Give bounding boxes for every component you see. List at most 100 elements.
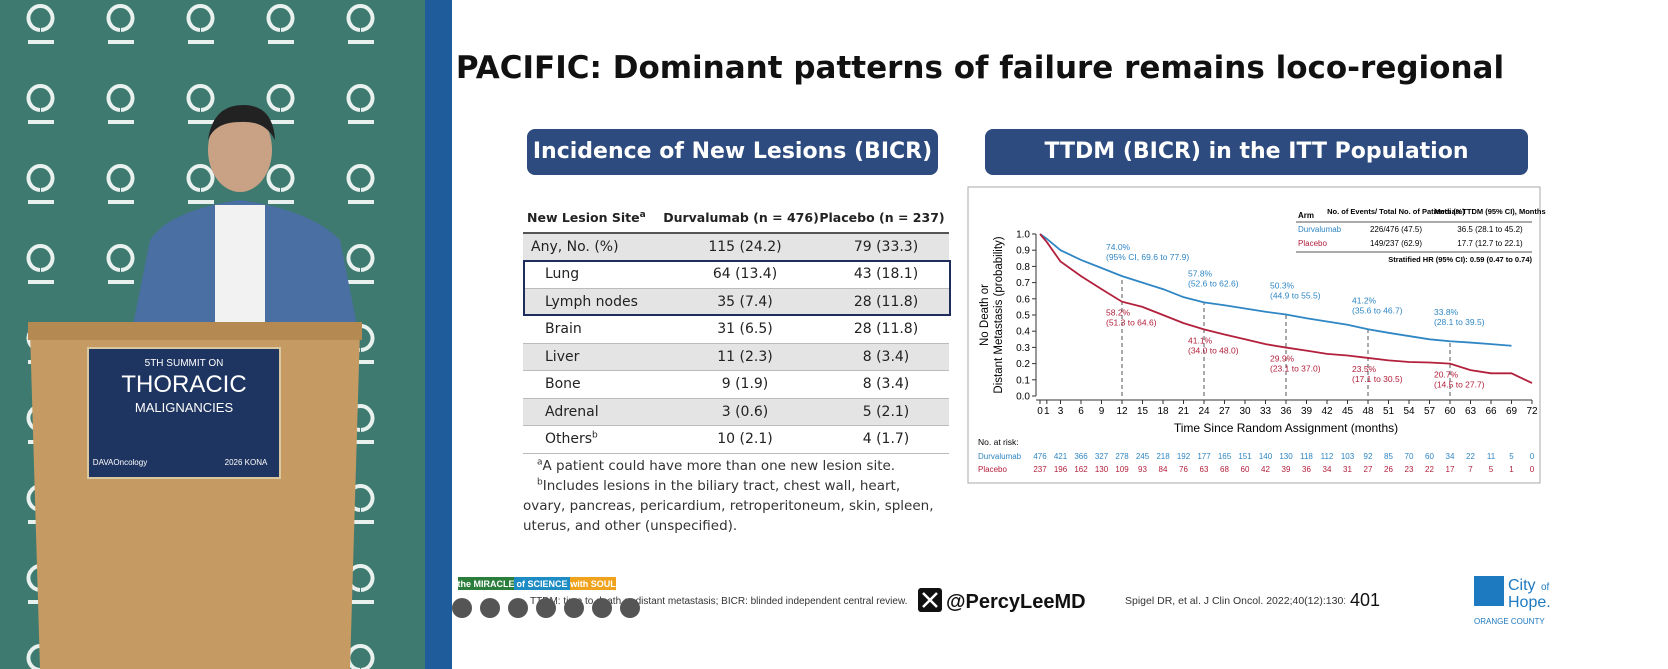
y-tick-label: 0.5 xyxy=(1016,311,1030,322)
podium-line: THORACIC xyxy=(121,371,246,398)
lesion-table: New Lesion Sitea Durvalumab (n = 476) Pl… xyxy=(523,205,951,454)
at-risk-count: 0 xyxy=(1530,465,1535,474)
table-cell: Liver xyxy=(523,344,667,371)
at-risk-name: Placebo xyxy=(978,465,1007,474)
y-tick-label: 0.1 xyxy=(1016,375,1030,386)
annotation: 29.9% xyxy=(1270,354,1295,364)
podium-event: 2026 KONA xyxy=(225,458,268,467)
table-cell: 28 (11.8) xyxy=(823,316,949,343)
annotation: (14.5 to 27.7) xyxy=(1434,380,1485,390)
at-risk-count: 39 xyxy=(1282,465,1291,474)
at-risk-count: 60 xyxy=(1241,465,1250,474)
y-tick-label: 0.9 xyxy=(1016,246,1030,257)
x-tick-label: 36 xyxy=(1280,406,1292,417)
header-cell: Durvalumab (n = 476) xyxy=(663,210,819,225)
table-cell: 64 (13.4) xyxy=(667,261,823,288)
control-button[interactable] xyxy=(452,598,472,618)
at-risk-count: 7 xyxy=(1468,465,1473,474)
note-text: Includes lesions in the biliary tract, c… xyxy=(523,478,934,534)
inset-cell: 226/476 (47.5) xyxy=(1370,225,1422,234)
x-tick-label: 3 xyxy=(1058,406,1064,417)
annotation: (52.6 to 62.6) xyxy=(1188,278,1239,288)
cell-text: Brain xyxy=(545,321,582,337)
cell-text: 10 (2.1) xyxy=(717,431,773,447)
x-tick-label: 54 xyxy=(1403,406,1415,417)
at-risk-count: 140 xyxy=(1259,452,1273,461)
x-tick-label: 63 xyxy=(1465,406,1477,417)
y-axis-label: Distant Metastasis (probability) xyxy=(993,236,1005,393)
cell-text: 64 (13.4) xyxy=(712,266,778,282)
table-cell: Brain xyxy=(523,316,667,343)
at-risk-count: 84 xyxy=(1159,465,1168,474)
footnote: aA patient could have more than one new … xyxy=(523,456,943,476)
km-curve xyxy=(1039,233,1512,347)
at-risk-count: 5 xyxy=(1509,452,1514,461)
x-tick-label: 18 xyxy=(1157,406,1169,417)
podium-line: MALIGNANCIES xyxy=(135,400,234,415)
x-tick-label: 60 xyxy=(1444,406,1456,417)
table-cell: 10 (2.1) xyxy=(667,426,823,453)
cell-text: 28 (11.8) xyxy=(853,293,919,310)
annotation: (28.1 to 39.5) xyxy=(1434,317,1485,327)
podium-line: 5TH SUMMIT ON xyxy=(145,358,224,369)
x-tick-label: 21 xyxy=(1178,406,1190,417)
table-cell: Lung xyxy=(523,261,667,288)
panel-title: Incidence of New Lesions (BICR) xyxy=(527,129,938,175)
at-risk-count: 93 xyxy=(1138,465,1147,474)
table-cell: Othersb xyxy=(523,426,667,453)
at-risk-name: Durvalumab xyxy=(978,452,1022,461)
cell-text: Any, No. (%) xyxy=(531,238,619,255)
at-risk-count: 27 xyxy=(1364,465,1373,474)
annotation: 57.8% xyxy=(1188,268,1213,278)
x-tick-label: 9 xyxy=(1099,406,1105,417)
at-risk-count: 476 xyxy=(1033,452,1047,461)
at-risk-count: 92 xyxy=(1364,452,1373,461)
at-risk-count: 26 xyxy=(1384,465,1393,474)
annotation: 58.2% xyxy=(1106,308,1131,318)
table-cell: 5 (2.1) xyxy=(823,399,949,426)
table-cell: 9 (1.9) xyxy=(667,371,823,398)
header-cell: Placebo (n = 237) xyxy=(819,210,945,225)
x-tick-label: 48 xyxy=(1362,406,1374,417)
table-cell: 4 (1.7) xyxy=(823,426,949,453)
at-risk-count: 5 xyxy=(1489,465,1494,474)
table-cell: 43 (18.1) xyxy=(823,261,949,288)
at-risk-count: 17 xyxy=(1446,465,1455,474)
km-curve xyxy=(1039,233,1533,384)
control-button[interactable] xyxy=(592,598,612,618)
cell-text: 28 (11.8) xyxy=(853,321,919,337)
x-tick-label: 51 xyxy=(1383,406,1395,417)
table-cell: 11 (2.3) xyxy=(667,344,823,371)
inset-header: No. of Events/ Total No. of Patients (%) xyxy=(1327,207,1465,216)
at-risk-count: 76 xyxy=(1179,465,1188,474)
control-button[interactable] xyxy=(536,598,556,618)
at-risk-count: 245 xyxy=(1136,452,1150,461)
cell-text: 79 (33.3) xyxy=(853,238,919,255)
footnotes: aA patient could have more than one new … xyxy=(523,456,943,536)
cell-text: Lung xyxy=(545,266,580,282)
note-mark: a xyxy=(639,209,646,220)
control-button[interactable] xyxy=(564,598,584,618)
x-tick-label: 24 xyxy=(1198,406,1210,417)
table-body: Any, No. (%) 115 (24.2) 79 (33.3) Lung 64 (1… xyxy=(523,233,949,454)
y-axis-label: No Death or xyxy=(979,284,991,346)
at-risk-count: 31 xyxy=(1343,465,1352,474)
note-text: A patient could have more than one new l… xyxy=(542,458,896,474)
table-row: Othersb 10 (2.1) 4 (1.7) xyxy=(523,426,949,454)
note-mark: b xyxy=(537,477,543,488)
cell-text: Liver xyxy=(545,348,580,365)
annotation: (17.1 to 30.5) xyxy=(1352,374,1403,384)
x-tick-label: 12 xyxy=(1116,406,1128,417)
table-cell: 35 (7.4) xyxy=(667,289,823,316)
table-header: New Lesion Sitea Durvalumab (n = 476) Pl… xyxy=(523,205,949,234)
control-button[interactable] xyxy=(620,598,640,618)
annotation: 41.2% xyxy=(1352,295,1377,305)
inset-header: Arm xyxy=(1298,211,1314,220)
annotation: (95% CI, 69.6 to 77.9) xyxy=(1106,252,1189,262)
at-risk-count: 151 xyxy=(1238,452,1252,461)
control-button[interactable] xyxy=(508,598,528,618)
inset-arm: Placebo xyxy=(1298,239,1327,248)
control-button[interactable] xyxy=(480,598,500,618)
highlight-box xyxy=(523,260,951,316)
table-cell: 115 (24.2) xyxy=(667,234,823,261)
